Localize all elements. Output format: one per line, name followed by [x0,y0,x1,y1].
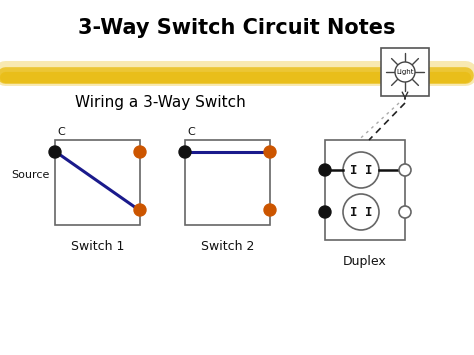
Bar [381,48,429,96]
Circle shape [264,146,276,158]
Circle shape [134,146,146,158]
Text: Light: Light [396,69,414,75]
Text: Switch 2: Switch 2 [201,240,254,253]
Text: Wiring a 3-Way Switch: Wiring a 3-Way Switch [74,95,246,110]
Text: Duplex: Duplex [343,255,387,268]
Text: Switch 1: Switch 1 [71,240,124,253]
Circle shape [319,164,331,176]
Circle shape [134,204,146,216]
Circle shape [264,204,276,216]
Text: Source: Source [12,170,50,180]
Bar [325,140,405,240]
Circle shape [49,146,61,158]
Text: I I: I I [350,164,372,176]
Text: C: C [187,127,195,137]
Circle shape [343,152,379,188]
Bar [55,140,140,225]
Circle shape [399,164,411,176]
Circle shape [399,206,411,218]
Circle shape [395,62,415,82]
Text: I I: I I [350,206,372,218]
Circle shape [319,206,331,218]
Circle shape [179,146,191,158]
Text: 3-Way Switch Circuit Notes: 3-Way Switch Circuit Notes [78,18,396,38]
Bar [185,140,270,225]
Text: C: C [57,127,65,137]
Circle shape [343,194,379,230]
